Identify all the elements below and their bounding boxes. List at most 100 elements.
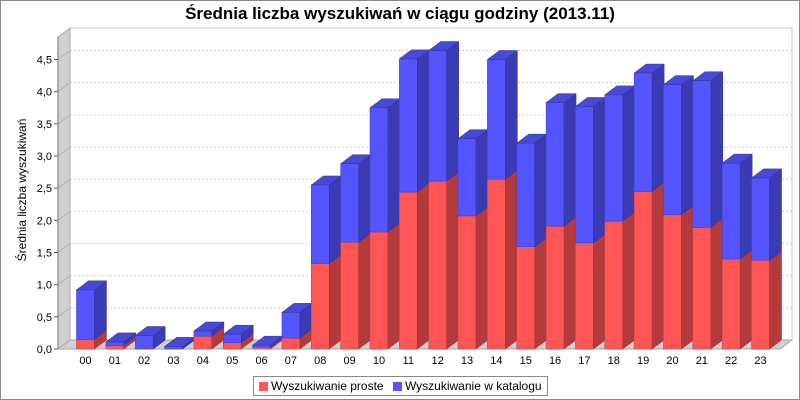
bar-simple-11 xyxy=(398,182,431,350)
bar-catalog-12-front xyxy=(428,50,447,182)
gridline-side-8 xyxy=(57,82,71,93)
bar-simple-17 xyxy=(574,233,607,350)
bar-simple-10 xyxy=(369,222,401,350)
x-tick-label-13: 13 xyxy=(461,355,473,367)
bar-catalog-19 xyxy=(633,63,665,192)
gridline-side-3 xyxy=(57,243,71,253)
bar-simple-13 xyxy=(457,206,489,350)
bar-catalog-05-front xyxy=(222,333,242,343)
bar-catalog-12-top xyxy=(427,41,460,51)
legend-item-catalog: Wyszukiwanie w katalogu xyxy=(392,379,542,393)
bar-simple-14-front xyxy=(487,178,506,350)
bar-catalog-13-front xyxy=(457,138,477,217)
bar-simple-23-front xyxy=(751,259,770,350)
bar-simple-01-front xyxy=(105,345,125,350)
bar-catalog-06-front xyxy=(252,344,271,348)
bar-catalog-23 xyxy=(750,168,783,261)
bar-simple-09-front xyxy=(340,241,359,350)
bar-catalog-00-front xyxy=(76,289,95,340)
bar-simple-12-front xyxy=(428,180,447,350)
bar-catalog-08-side xyxy=(329,175,342,264)
bar-catalog-02 xyxy=(134,325,166,350)
bar-simple-20-front xyxy=(663,214,682,350)
gridline-side-2 xyxy=(57,275,71,286)
y-tick-label-0: 0,0 xyxy=(37,344,52,356)
y-tick-label-6: 3,0 xyxy=(37,151,52,163)
y-tick-label-5: 2,5 xyxy=(37,183,52,195)
bar-simple-19-side xyxy=(651,181,665,350)
chart-title: Średnia liczba wyszukiwań w ciągu godzin… xyxy=(185,4,615,23)
bar-catalog-13-side xyxy=(475,129,489,217)
bar-catalog-00-side xyxy=(94,280,107,340)
bar-catalog-21-front xyxy=(692,80,712,228)
bar-simple-16 xyxy=(545,216,577,350)
x-tick-label-12: 12 xyxy=(432,355,444,367)
bar-catalog-16 xyxy=(545,93,577,227)
bar-simple-10-front xyxy=(369,231,389,350)
x-tick-label-09: 09 xyxy=(344,355,356,367)
bar-catalog-11-front xyxy=(399,58,418,193)
axes-layer: 0,0 0,5 1,0 1,5 2,0 2,5 3,0 3,5 4,0 4,5 00 01 02 03 04… xyxy=(37,37,767,367)
x-tick-label-04: 04 xyxy=(197,355,209,367)
y-tick-label-4: 2,0 xyxy=(37,215,52,227)
bar-simple-18-front xyxy=(604,220,624,350)
bar-simple-23-side xyxy=(769,250,782,350)
bar-catalog-11-side xyxy=(417,49,430,193)
bar-simple-10-side xyxy=(387,222,401,350)
bar-catalog-09-side xyxy=(358,154,371,243)
bar-simple-19-front xyxy=(633,191,653,350)
x-tick-label-06: 06 xyxy=(255,355,267,367)
bar-catalog-12-side xyxy=(446,41,459,182)
bar-catalog-17 xyxy=(574,96,607,244)
legend-label-simple: Wyszukiwanie proste xyxy=(271,379,384,393)
bar-catalog-01-top xyxy=(105,332,137,343)
x-tick-label-18: 18 xyxy=(608,355,620,367)
bar-catalog-14 xyxy=(486,50,519,180)
x-tick-label-14: 14 xyxy=(490,355,502,367)
legend-swatch-simple xyxy=(259,382,268,391)
bar-catalog-09 xyxy=(339,154,372,243)
x-tick-label-01: 01 xyxy=(109,355,121,367)
bar-catalog-15 xyxy=(515,133,548,248)
bar-catalog-10-front xyxy=(369,107,389,233)
bar-simple-20 xyxy=(662,205,695,350)
bar-simple-11-side xyxy=(417,182,430,350)
gridline-side-4 xyxy=(57,210,71,221)
bar-catalog-12 xyxy=(427,41,460,182)
bar-catalog-18-side xyxy=(622,85,636,222)
bar-simple-17-front xyxy=(575,242,594,350)
bar-catalog-13 xyxy=(457,129,489,217)
bar-simple-21-front xyxy=(692,227,712,350)
legend-label-catalog: Wyszukiwanie w katalogu xyxy=(404,379,542,393)
bar-simple-22 xyxy=(721,249,753,350)
bar-catalog-22-side xyxy=(739,153,753,260)
legend: Wyszukiwanie proste Wyszukiwanie w katal… xyxy=(253,376,548,396)
bar-catalog-04-front xyxy=(193,330,213,337)
bar-catalog-22-front xyxy=(721,162,741,260)
bar-catalog-23-side xyxy=(769,168,782,261)
bar-catalog-23-top xyxy=(750,168,783,179)
bar-catalog-05-top xyxy=(222,324,254,335)
bar-simple-17-side xyxy=(593,233,606,350)
bar-catalog-14-front xyxy=(487,59,506,180)
x-tick-label-21: 21 xyxy=(696,355,708,367)
bar-simple-15-front xyxy=(516,246,535,350)
bar-simple-20-side xyxy=(681,205,694,350)
bar-catalog-10-side xyxy=(387,98,401,233)
y-tick-label-7: 3,5 xyxy=(37,119,52,131)
y-tick-label-1: 0,5 xyxy=(37,312,52,324)
bar-catalog-18 xyxy=(604,85,636,222)
plot-left-wall xyxy=(57,27,71,350)
bar-simple-00-front xyxy=(76,339,95,350)
bar-catalog-15-front xyxy=(516,142,535,247)
bar-catalog-22 xyxy=(721,153,753,260)
bar-catalog-16-top xyxy=(545,93,577,103)
bar-catalog-16-front xyxy=(545,102,565,227)
bar-catalog-02-top xyxy=(134,326,166,336)
bar-simple-06-front xyxy=(252,346,271,350)
bar-simple-09 xyxy=(339,232,372,350)
legend-item-simple: Wyszukiwanie proste xyxy=(259,379,384,393)
bar-simple-09-side xyxy=(358,232,371,350)
x-tick-label-07: 07 xyxy=(285,355,297,367)
y-tick-label-8: 4,0 xyxy=(37,87,52,99)
